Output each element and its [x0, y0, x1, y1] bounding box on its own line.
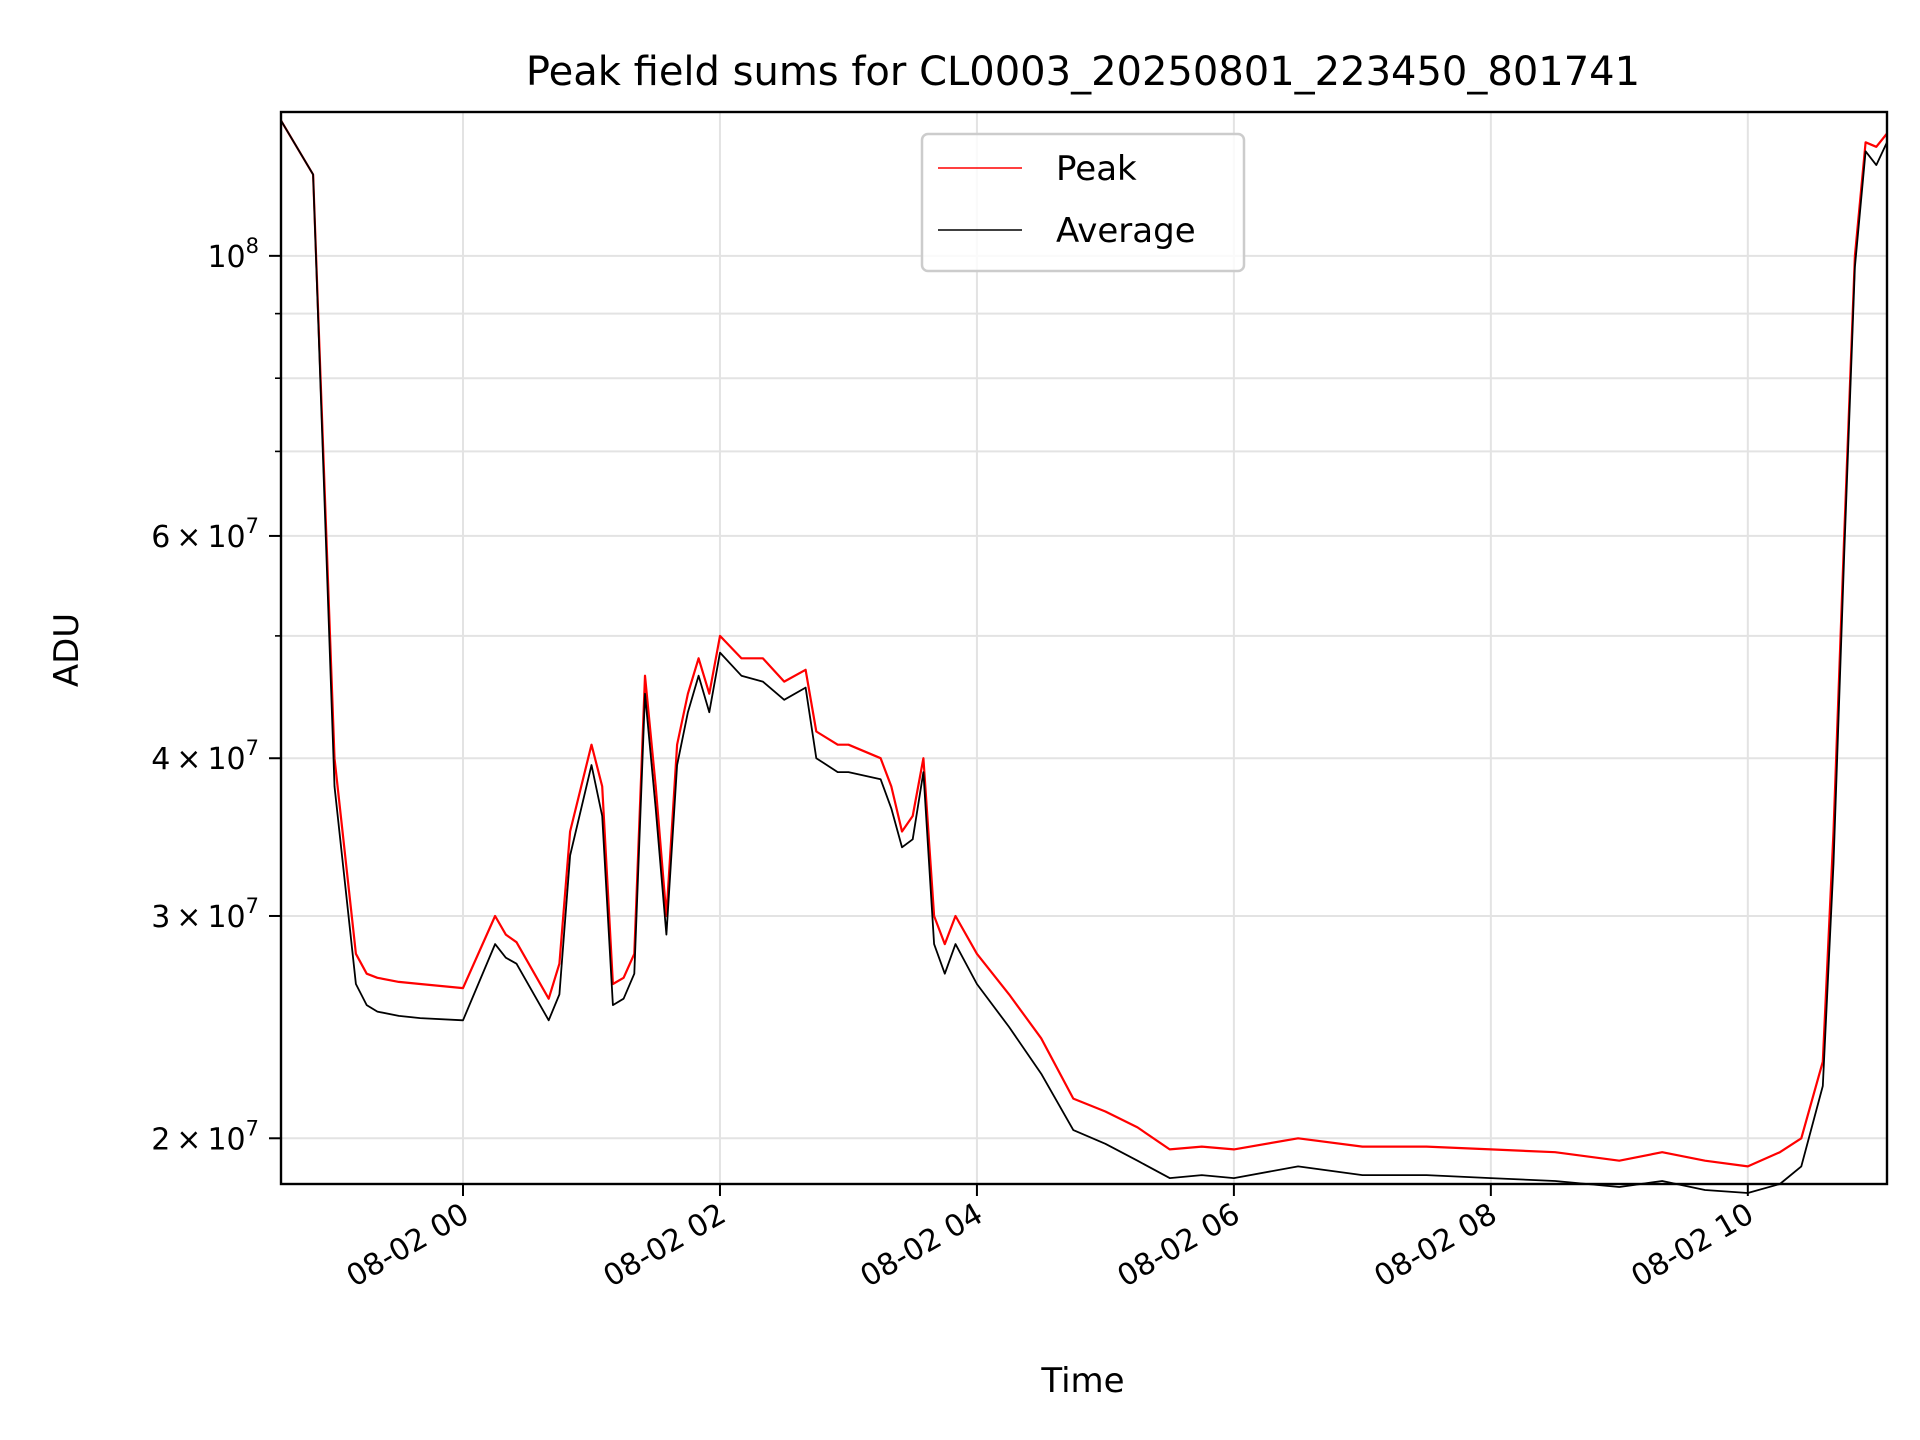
y-tick-base: 10 — [207, 742, 245, 777]
y-tick-label: 108 — [207, 234, 259, 275]
grid — [281, 112, 1887, 1184]
y-tick-times: × — [176, 900, 201, 935]
y-tick-times: × — [176, 1122, 201, 1157]
y-tick-exponent: 7 — [246, 894, 259, 918]
y-tick-base: 10 — [207, 900, 245, 935]
y-tick-label: 3 × 107 — [151, 894, 259, 935]
legend-peak-label: Peak — [1056, 149, 1137, 189]
y-tick-base: 10 — [207, 1122, 245, 1157]
legend: Peak Average — [920, 132, 1246, 273]
y-tick-mantissa: 4 — [151, 742, 170, 777]
y-tick-times: × — [176, 742, 201, 777]
chart-title: Peak field sums for CL0003_20250801_2234… — [526, 49, 1640, 95]
y-tick-mantissa: 3 — [151, 900, 170, 935]
y-axis-label: ADU — [47, 613, 87, 687]
series-line-peak — [280, 119, 1888, 1168]
y-tick-base: 10 — [207, 240, 245, 275]
y-tick-exponent: 7 — [246, 1116, 259, 1140]
y-tick-mantissa: 2 — [151, 1122, 170, 1157]
y-tick-label: 6 × 107 — [151, 514, 259, 555]
y-tick-base: 10 — [207, 520, 245, 555]
y-tick-label: 4 × 107 — [151, 736, 259, 777]
y-tick-times: × — [176, 520, 201, 555]
y-tick-mantissa: 6 — [151, 520, 170, 555]
legend-average-label: Average — [1056, 211, 1196, 251]
plot-frame — [279, 110, 1889, 1186]
y-tick-label: 2 × 107 — [151, 1116, 259, 1157]
y-tick-exponent: 7 — [246, 736, 259, 760]
y-tick-exponent: 7 — [246, 514, 259, 538]
x-axis-label: Time — [1040, 1361, 1124, 1401]
y-tick-exponent: 8 — [246, 234, 259, 258]
